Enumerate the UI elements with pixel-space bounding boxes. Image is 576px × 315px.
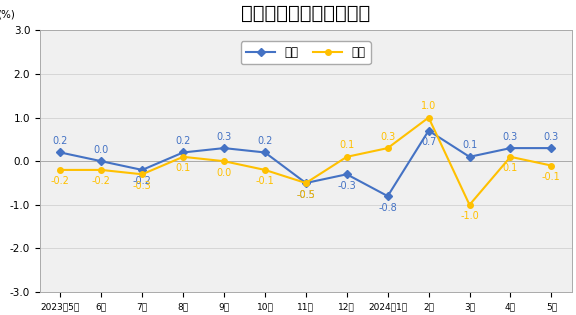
环比 [466, 203, 473, 207]
Text: -0.3: -0.3 [338, 181, 356, 191]
环比 [180, 155, 187, 159]
同比 [384, 194, 391, 198]
Text: -0.8: -0.8 [378, 203, 397, 213]
同比 [180, 151, 187, 154]
环比 [262, 168, 268, 172]
Text: -1.0: -1.0 [460, 211, 479, 221]
同比 [425, 129, 432, 133]
Text: -0.1: -0.1 [542, 172, 561, 182]
环比 [302, 181, 309, 185]
Text: 0.0: 0.0 [94, 145, 109, 155]
同比 [507, 146, 514, 150]
Text: 0.3: 0.3 [544, 132, 559, 141]
环比 [139, 172, 146, 176]
Line: 同比: 同比 [58, 128, 554, 199]
环比 [507, 155, 514, 159]
Text: -0.2: -0.2 [92, 176, 111, 186]
Text: -0.2: -0.2 [132, 176, 151, 186]
同比 [98, 159, 105, 163]
Text: -0.3: -0.3 [133, 181, 151, 191]
同比 [302, 181, 309, 185]
Text: 0.1: 0.1 [339, 140, 354, 150]
同比 [57, 151, 64, 154]
Legend: 同比, 环比: 同比, 环比 [241, 41, 370, 64]
Text: 0.1: 0.1 [503, 163, 518, 173]
同比 [221, 146, 228, 150]
环比 [221, 159, 228, 163]
Text: -0.1: -0.1 [256, 176, 274, 186]
Text: 0.2: 0.2 [176, 136, 191, 146]
Text: 0.0: 0.0 [217, 168, 232, 178]
同比 [343, 172, 350, 176]
Text: -0.5: -0.5 [297, 190, 315, 200]
同比 [262, 151, 268, 154]
环比 [425, 116, 432, 119]
Text: -0.5: -0.5 [297, 190, 315, 200]
Title: 全国居民消费价格涨跌幅: 全国居民消费价格涨跌幅 [241, 4, 370, 23]
Text: 0.2: 0.2 [52, 136, 68, 146]
Text: -0.2: -0.2 [51, 176, 70, 186]
环比 [548, 164, 555, 168]
Text: 0.1: 0.1 [462, 140, 477, 150]
同比 [466, 155, 473, 159]
环比 [343, 155, 350, 159]
Text: (%): (%) [0, 10, 15, 20]
环比 [57, 168, 64, 172]
同比 [548, 146, 555, 150]
Text: 0.2: 0.2 [257, 136, 272, 146]
Text: 0.3: 0.3 [503, 132, 518, 141]
Text: 0.3: 0.3 [380, 132, 395, 141]
环比 [384, 146, 391, 150]
环比 [98, 168, 105, 172]
Text: 0.1: 0.1 [176, 163, 191, 173]
同比 [139, 168, 146, 172]
Text: 0.7: 0.7 [421, 137, 436, 147]
Line: 环比: 环比 [58, 115, 554, 208]
Text: 1.0: 1.0 [421, 101, 436, 111]
Text: 0.3: 0.3 [217, 132, 232, 141]
